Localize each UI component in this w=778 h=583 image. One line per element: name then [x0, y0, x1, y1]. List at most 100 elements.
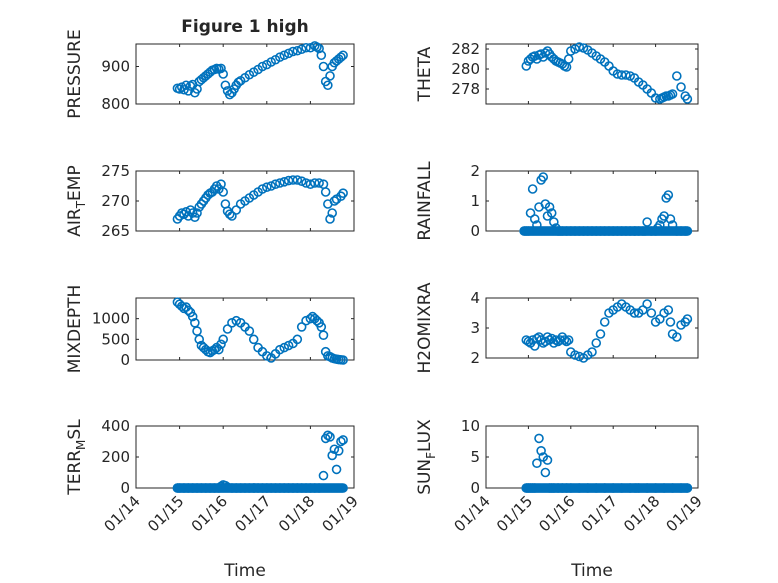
terrmsl-ytick-label: 200: [101, 448, 130, 466]
pressure-point: [218, 69, 228, 79]
rainfall-point: [665, 214, 676, 224]
pressure-point: [220, 80, 231, 91]
h2omixra-point: [646, 308, 657, 318]
rainfall-point: [546, 208, 557, 218]
airtemp-point: [266, 181, 276, 191]
mixdepth-point: [338, 355, 348, 365]
h2omixra-point: [599, 317, 610, 327]
theta-point: [682, 94, 693, 104]
terrmsl-panel: 01/14 01/15 01/16 01/17 01/18 01/19 0 200 400 TER…: [65, 417, 362, 581]
airtemp-point: [309, 178, 320, 188]
terrmsl-xtick-label: 01/18: [275, 492, 318, 535]
sunflux-series: [521, 433, 693, 493]
pressure-point: [283, 48, 294, 59]
theta-point: [667, 89, 678, 99]
airtemp-point: [327, 208, 338, 218]
rainfall-point: [549, 217, 559, 227]
rainfall-point: [642, 217, 652, 227]
rainfall-point: [663, 190, 674, 200]
mixdepth-point: [209, 344, 220, 355]
theta-ytick-label: 280: [451, 60, 480, 78]
pressure-point: [257, 61, 268, 72]
mixdepth-point: [187, 311, 198, 322]
terrmsl-xtick-label: 01/19: [319, 492, 362, 535]
mixdepth-point: [214, 344, 224, 355]
airtemp-ytick-label: 265: [101, 222, 130, 240]
pressure-series: [172, 41, 348, 100]
sunflux-point: [534, 433, 544, 444]
theta-point: [671, 71, 682, 81]
rainfall-axes-box: [485, 170, 699, 232]
airtemp-point: [314, 178, 324, 188]
pressure-panel: 800 900 PRESSURE Figure 1 high: [65, 17, 355, 119]
terrmsl-xtick-label: 01/16: [188, 492, 231, 535]
pressure-point: [325, 71, 335, 81]
h2omixra-point: [559, 335, 570, 345]
rainfall-series: [519, 172, 693, 236]
pressure-point: [301, 42, 311, 53]
mixdepth-point: [183, 305, 194, 316]
terrmsl-point: [325, 432, 335, 442]
theta-ytick-label: 282: [451, 40, 480, 58]
terrmsl-point: [323, 430, 333, 441]
mixdepth-point: [222, 324, 233, 334]
mixdepth-series: [172, 297, 348, 365]
mixdepth-panel: 0 500 1000 MIXDEPTH: [65, 285, 355, 374]
terrmsl-point: [338, 483, 348, 493]
mixdepth-ytick-label: 1000: [92, 310, 130, 328]
theta-ylabel: THETA: [415, 46, 435, 102]
terrmsl-ytick-label: 400: [101, 417, 130, 435]
pressure-ytick-label: 800: [101, 95, 130, 113]
airtemp-point: [261, 182, 272, 192]
terrmsl-axes-box: [135, 425, 355, 489]
pressure-point: [316, 50, 327, 61]
sunflux-panel: 01/14 01/15 01/16 01/17 01/18 01/19 0 5 10 SUNFLU…: [415, 417, 706, 581]
rainfall-point: [538, 172, 549, 182]
airtemp-point: [329, 196, 340, 206]
airtemp-point: [325, 214, 335, 224]
mixdepth-ylabel: MIXDEPTH: [65, 285, 85, 374]
airtemp-point: [257, 184, 268, 194]
sunflux-point: [536, 445, 546, 456]
airtemp-point: [338, 188, 348, 198]
mixdepth-point: [218, 334, 228, 345]
mixdepth-point: [292, 334, 303, 345]
pressure-point: [323, 80, 333, 91]
terrmsl-series: [172, 430, 348, 493]
sunflux-xlabel: Time: [570, 561, 613, 581]
airtemp-point: [275, 178, 285, 188]
airtemp-point: [192, 208, 202, 218]
h2omixra-point: [591, 338, 602, 348]
h2omixra-point: [629, 308, 640, 318]
sunflux-ytick-label: 5: [470, 448, 480, 466]
sunflux-xtick-label: 01/14: [451, 492, 494, 535]
rainfall-ytick-label: 2: [470, 162, 480, 180]
terrmsl-point: [331, 464, 342, 475]
terrmsl-point: [338, 435, 348, 445]
h2omixra-point: [682, 314, 693, 324]
theta-series: [521, 42, 693, 104]
rainfall-panel: 0 1 2 RAINFALL: [415, 161, 699, 241]
h2omixra-ytick-label: 3: [470, 319, 480, 337]
h2omixra-series: [521, 299, 693, 363]
h2omixra-point: [665, 317, 676, 327]
airtemp-series: [172, 175, 348, 224]
sunflux-point: [542, 455, 553, 465]
sunflux-axes-box: [485, 425, 699, 489]
sunflux-point: [682, 483, 693, 493]
airtemp-point: [292, 175, 303, 185]
mixdepth-point: [216, 339, 226, 350]
mixdepth-point: [248, 334, 259, 345]
sunflux-ytick-label: 0: [470, 479, 480, 497]
pressure-point: [292, 45, 303, 56]
airtemp-point: [320, 187, 331, 197]
h2omixra-point: [523, 336, 534, 347]
mixdepth-point: [176, 301, 187, 312]
mixdepth-point: [305, 313, 316, 324]
rainfall-ytick-label: 0: [470, 222, 480, 240]
h2omixra-point: [595, 329, 606, 339]
mixdepth-point: [244, 326, 255, 336]
rainfall-point: [527, 184, 538, 194]
terrmsl-ylabel: TERRMSL: [65, 419, 88, 496]
